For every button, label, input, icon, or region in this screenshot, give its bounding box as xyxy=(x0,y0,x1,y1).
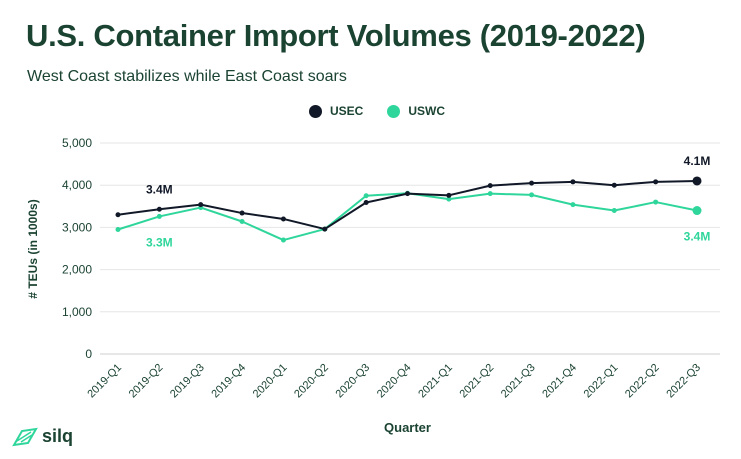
series-line-uswc xyxy=(117,192,698,242)
data-label-uswc: 3.4M xyxy=(684,230,711,244)
data-point-usec xyxy=(653,179,659,185)
y-tick-label: 2,000 xyxy=(62,263,92,277)
data-point-usec xyxy=(280,216,286,222)
y-tick-label: 5,000 xyxy=(62,136,92,150)
data-point-uswc xyxy=(570,202,576,208)
x-tick-label: 2020-Q3 xyxy=(334,362,373,401)
x-tick-label: 2022-Q2 xyxy=(623,362,662,401)
data-point-uswc xyxy=(239,218,245,224)
legend-dot-uswc xyxy=(387,104,401,118)
y-tick-label: 4,000 xyxy=(62,178,92,192)
legend: USEC USWC xyxy=(309,104,463,118)
leaf-icon xyxy=(12,427,38,446)
x-tick-label: 2020-Q1 xyxy=(251,362,290,401)
x-axis-title: Quarter xyxy=(384,420,431,435)
data-point-usec xyxy=(115,212,121,218)
data-point-usec xyxy=(405,191,410,197)
data-point-usec xyxy=(198,202,204,208)
y-axis-title: # TEUs (in 1000s) xyxy=(26,199,40,298)
legend-item-usec: USEC xyxy=(309,104,363,118)
data-label-usec: 3.4M xyxy=(146,182,173,196)
data-point-usec xyxy=(239,210,245,216)
data-point-usec xyxy=(570,179,576,185)
data-point-usec xyxy=(487,183,493,189)
data-point-usec xyxy=(156,206,162,212)
data-point-usec xyxy=(611,182,617,188)
legend-label-usec: USEC xyxy=(330,104,364,118)
data-point-uswc xyxy=(446,196,452,202)
x-tick-label: 2019-Q2 xyxy=(127,362,166,401)
x-tick-label: 2019-Q4 xyxy=(209,362,248,401)
y-tick-label: 1,000 xyxy=(62,305,92,319)
data-point-uswc xyxy=(363,193,369,199)
x-tick-label: 2019-Q3 xyxy=(168,362,207,401)
data-point-uswc xyxy=(653,199,659,205)
x-tick-label: 2021-Q2 xyxy=(458,362,497,401)
brand-name: silq xyxy=(42,426,74,446)
x-tick-label: 2021-Q1 xyxy=(416,362,455,401)
x-tick-label: 2019-Q1 xyxy=(85,362,124,401)
y-tick-label: 0 xyxy=(85,347,92,361)
x-tick-label: 2022-Q3 xyxy=(664,362,703,401)
x-tick-label: 2021-Q3 xyxy=(499,362,538,401)
data-label-usec: 4.1M xyxy=(684,154,711,168)
data-point-uswc xyxy=(156,213,162,219)
data-point-uswc xyxy=(487,191,493,197)
chart-title: U.S. Container Import Volumes (2019-2022… xyxy=(26,18,646,53)
x-tick-label: 2021-Q4 xyxy=(540,362,579,401)
chart-subtitle: West Coast stabilizes while East Coast s… xyxy=(27,68,347,85)
legend-item-uswc: USWC xyxy=(387,104,445,118)
data-point-usec xyxy=(529,180,535,186)
y-tick-label: 3,000 xyxy=(62,220,92,234)
data-point-uswc xyxy=(692,206,702,216)
data-point-usec xyxy=(446,192,452,198)
x-tick-label: 2022-Q1 xyxy=(582,362,621,401)
data-point-uswc xyxy=(115,227,121,233)
data-point-uswc xyxy=(611,208,617,214)
x-tick-label: 2020-Q4 xyxy=(375,362,414,401)
brand-logo: silq xyxy=(12,426,73,447)
x-tick-label: 2020-Q2 xyxy=(292,362,331,401)
data-point-usec xyxy=(363,200,369,206)
data-point-usec xyxy=(322,226,328,232)
series-line-usec xyxy=(117,179,698,231)
data-point-uswc xyxy=(529,192,535,198)
data-point-uswc xyxy=(280,237,286,243)
legend-dot-usec xyxy=(309,104,322,118)
legend-label-uswc: USWC xyxy=(408,104,446,118)
data-point-usec xyxy=(692,176,702,186)
data-label-uswc: 3.3M xyxy=(146,235,173,249)
